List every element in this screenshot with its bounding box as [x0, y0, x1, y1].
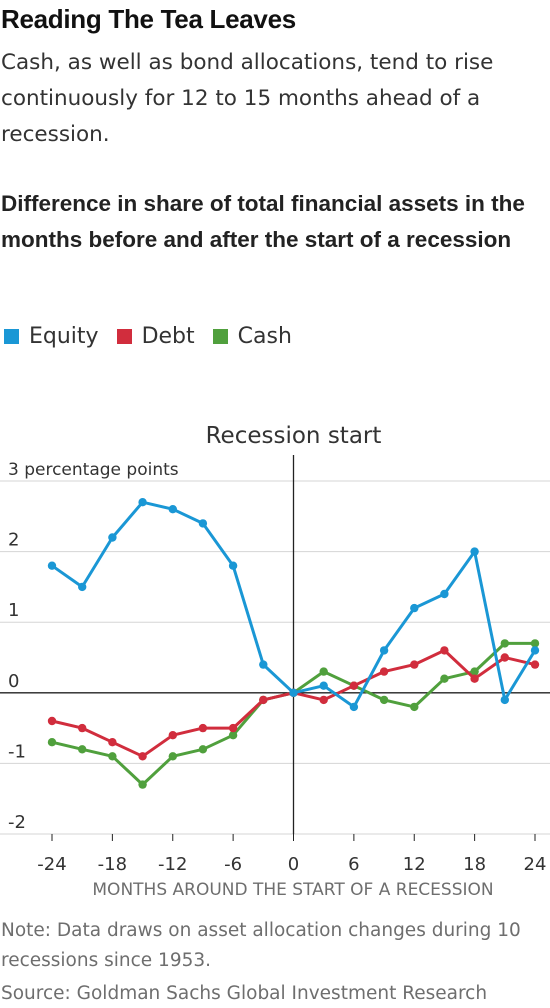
data-point-cash — [108, 752, 117, 761]
data-point-debt — [410, 660, 419, 669]
data-point-debt — [440, 646, 449, 655]
data-point-debt — [168, 731, 177, 740]
data-point-debt — [259, 695, 268, 705]
legend-label-equity: Equity — [29, 323, 99, 349]
data-point-debt — [47, 716, 57, 726]
data-point-cash — [78, 745, 87, 754]
data-point-cash — [410, 702, 419, 712]
data-point-equity — [440, 589, 449, 599]
legend-item-cash: Cash — [212, 323, 292, 349]
data-point-cash — [379, 695, 389, 705]
data-point-debt — [530, 660, 540, 669]
legend-item-debt: Debt — [116, 323, 195, 349]
data-point-cash — [319, 667, 328, 676]
data-point-equity — [530, 646, 540, 655]
data-point-equity — [47, 561, 57, 570]
y-tick-label: -1 — [8, 741, 26, 762]
data-point-equity — [470, 547, 479, 556]
data-point-cash — [198, 745, 208, 754]
y-tick-label: 1 — [8, 600, 19, 621]
data-point-cash — [168, 752, 177, 761]
x-tick-label: 24 — [524, 854, 547, 875]
page-subtitle: Cash, as well as bond allocations, tend … — [1, 50, 494, 147]
data-point-debt — [228, 723, 238, 733]
chart-note: Note: Data draws on asset allocation cha… — [1, 920, 521, 971]
x-tick-label: 18 — [463, 854, 486, 875]
x-tick-label: -12 — [158, 854, 187, 875]
y-tick-label: 0 — [8, 671, 19, 692]
data-point-debt — [198, 723, 208, 733]
data-point-equity — [289, 688, 298, 697]
page-title: Reading The Tea Leaves — [1, 4, 296, 34]
data-point-equity — [319, 681, 328, 690]
y-tick-label: -2 — [8, 812, 26, 833]
legend-label-debt: Debt — [141, 323, 195, 349]
line-chart: 3 percentage points 2 1 0 -1 -2 Recession star… — [0, 423, 550, 900]
data-point-debt — [319, 695, 328, 705]
legend-swatch-equity — [4, 328, 19, 344]
data-point-equity — [349, 702, 359, 712]
x-tick-label: -6 — [224, 854, 242, 875]
data-point-equity — [259, 660, 268, 669]
data-point-debt — [379, 667, 389, 676]
data-point-cash — [228, 731, 238, 740]
data-point-debt — [138, 752, 147, 761]
data-point-cash — [530, 639, 540, 648]
data-point-debt — [349, 681, 359, 690]
data-point-equity — [228, 561, 238, 570]
data-point-equity — [78, 582, 87, 592]
x-tick-label: 12 — [403, 854, 426, 875]
data-point-equity — [198, 519, 208, 528]
data-point-equity — [379, 646, 389, 655]
data-point-cash — [138, 780, 147, 789]
data-point-equity — [108, 533, 117, 542]
legend-item-equity: Equity — [4, 324, 99, 349]
data-point-equity — [168, 505, 177, 514]
data-point-debt — [78, 723, 87, 733]
data-point-cash — [500, 639, 509, 648]
data-point-equity — [500, 695, 509, 705]
x-tick-label: -18 — [98, 854, 127, 875]
chart-title: Difference in share of total financial a… — [1, 191, 525, 252]
legend-swatch-cash — [212, 328, 228, 344]
data-point-debt — [500, 653, 509, 662]
x-tick-label: 6 — [348, 854, 359, 875]
data-point-debt — [108, 738, 117, 747]
data-point-equity — [138, 498, 147, 507]
legend-swatch-debt — [116, 328, 132, 344]
x-tick-label: 0 — [288, 854, 299, 875]
chart-source: Source: Goldman Sachs Global Investment … — [1, 983, 488, 1004]
legend-label-cash: Cash — [237, 323, 292, 349]
data-point-debt — [470, 674, 479, 683]
chart-legend: Equity Debt Cash — [4, 320, 310, 352]
data-point-cash — [440, 674, 449, 683]
data-point-cash — [47, 738, 57, 747]
data-point-equity — [410, 603, 419, 613]
y-tick-label: 2 — [8, 530, 19, 551]
y-tick-label: 3 percentage points — [8, 460, 179, 480]
recession-start-label: Recession start — [206, 423, 382, 449]
x-axis-title: MONTHS AROUND THE START OF A RECESSION — [92, 880, 493, 900]
x-tick-label: -24 — [37, 854, 66, 875]
data-point-cash — [470, 667, 479, 676]
